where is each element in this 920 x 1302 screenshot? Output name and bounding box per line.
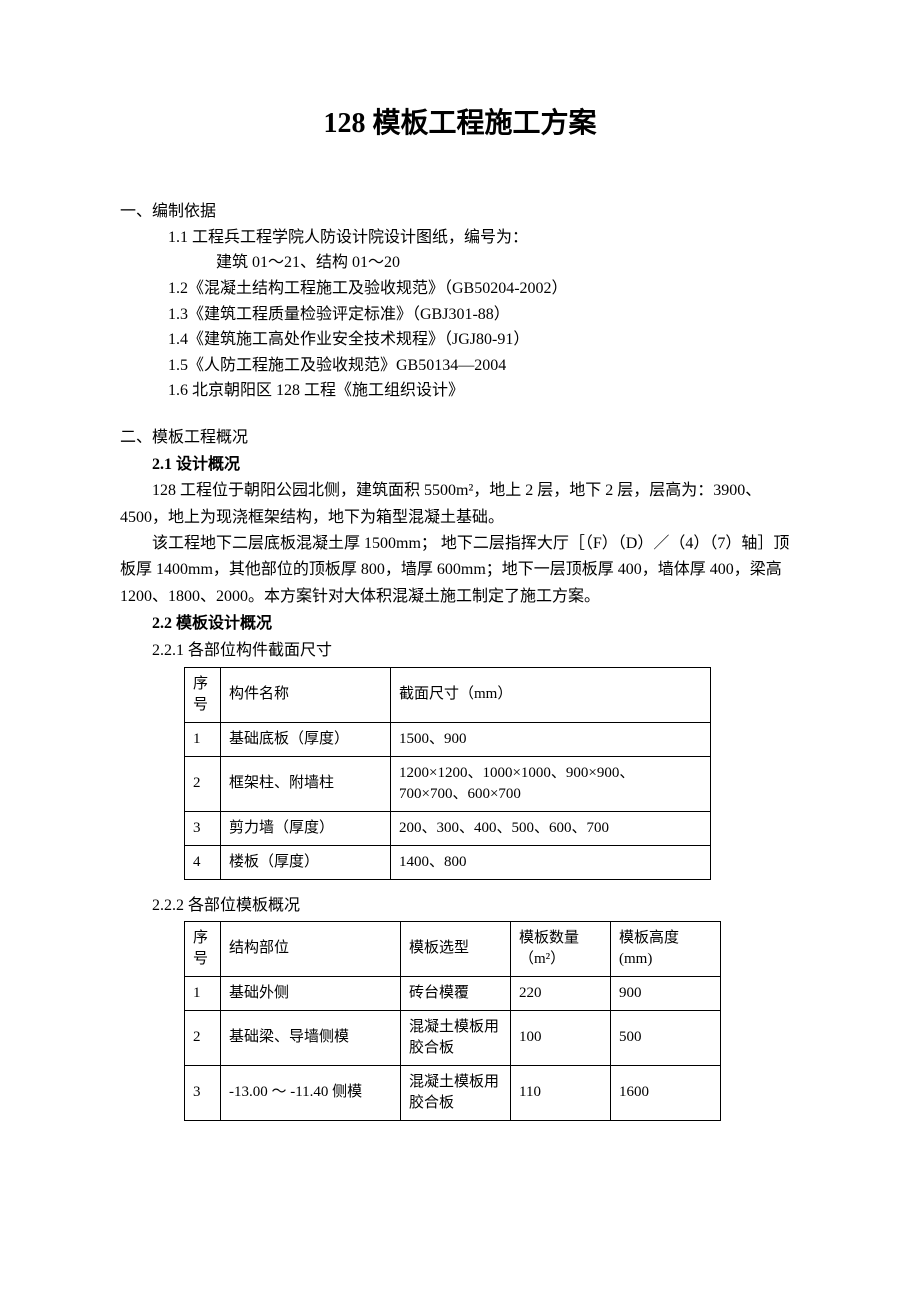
table-row: 3 -13.00 ～ -11.40 侧模 混凝土模板用胶合板 110 1600: [185, 1065, 721, 1120]
table-header: 模板数量（m²）: [511, 921, 611, 976]
list-item: 1.3《建筑工程质量检验评定标准》（GBJ301-88）: [168, 302, 800, 328]
table-header: 构件名称: [221, 667, 391, 722]
sub21-heading: 2.1 设计概况: [152, 451, 800, 478]
document-title: 128 模板工程施工方案: [120, 100, 800, 148]
sub21-para1: 128 工程位于朝阳公园北侧，建筑面积 5500m²，地上 2 层，地下 2 层…: [120, 478, 800, 531]
list-item: 1.6 北京朝阳区 128 工程《施工组织设计》: [168, 378, 800, 404]
list-item: 1.4《建筑施工高处作业安全技术规程》（JGJ80-91）: [168, 327, 800, 353]
table-cell: 1: [185, 722, 221, 756]
table-cell: 1200×1200、1000×1000、900×900、700×700、600×…: [391, 756, 711, 811]
table-cell: 混凝土模板用胶合板: [401, 1065, 511, 1120]
table-cell: -13.00 ～ -11.40 侧模: [221, 1065, 401, 1120]
table-cell: 200、300、400、500、600、700: [391, 811, 711, 845]
list-item-sub: 建筑 01～21、结构 01～20: [216, 250, 800, 276]
sub21-para2: 该工程地下二层底板混凝土厚 1500mm； 地下二层指挥大厅［（F）（D）／（4…: [120, 531, 800, 610]
table-cell: 1500、900: [391, 722, 711, 756]
table-cell: 2: [185, 756, 221, 811]
table-cell: 3: [185, 811, 221, 845]
table-cell: 框架柱、附墙柱: [221, 756, 391, 811]
table-cell: 1400、800: [391, 845, 711, 879]
table-cell: 剪力墙（厚度）: [221, 811, 391, 845]
table-row: 2 框架柱、附墙柱 1200×1200、1000×1000、900×900、70…: [185, 756, 711, 811]
table-cell: 900: [611, 976, 721, 1010]
table-cell: 楼板（厚度）: [221, 845, 391, 879]
section2-heading: 二、模板工程概况: [120, 424, 800, 451]
table-cell: 基础梁、导墙侧模: [221, 1010, 401, 1065]
table-row: 4 楼板（厚度） 1400、800: [185, 845, 711, 879]
list-item: 1.5《人防工程施工及验收规范》GB50134—2004: [168, 353, 800, 379]
list-item: 1.1 工程兵工程学院人防设计院设计图纸，编号为：: [168, 225, 800, 251]
table-header-row: 序号 结构部位 模板选型 模板数量（m²） 模板高度(mm): [185, 921, 721, 976]
section1-heading: 一、编制依据: [120, 198, 800, 225]
table-components: 序号 构件名称 截面尺寸（mm） 1 基础底板（厚度） 1500、900 2 框…: [184, 667, 711, 880]
table-header: 模板选型: [401, 921, 511, 976]
table-row: 1 基础外侧 砖台模覆 220 900: [185, 976, 721, 1010]
table-header: 截面尺寸（mm）: [391, 667, 711, 722]
table-cell: 1600: [611, 1065, 721, 1120]
table-header-row: 序号 构件名称 截面尺寸（mm）: [185, 667, 711, 722]
section1-list: 1.1 工程兵工程学院人防设计院设计图纸，编号为： 建筑 01～21、结构 01…: [168, 225, 800, 404]
table-cell: 1: [185, 976, 221, 1010]
table-cell: 砖台模覆: [401, 976, 511, 1010]
table-cell: 500: [611, 1010, 721, 1065]
table-row: 1 基础底板（厚度） 1500、900: [185, 722, 711, 756]
table-cell: 110: [511, 1065, 611, 1120]
table-cell: 基础底板（厚度）: [221, 722, 391, 756]
table-header: 模板高度(mm): [611, 921, 721, 976]
list-item: 1.2《混凝土结构工程施工及验收规范》（GB50204-2002）: [168, 276, 800, 302]
sub221-heading: 2.2.1 各部位构件截面尺寸: [152, 637, 800, 664]
table-cell: 2: [185, 1010, 221, 1065]
table-cell: 100: [511, 1010, 611, 1065]
table-header: 序号: [185, 667, 221, 722]
table-cell: 混凝土模板用胶合板: [401, 1010, 511, 1065]
table-cell: 4: [185, 845, 221, 879]
table-header: 序号: [185, 921, 221, 976]
table-cell: 220: [511, 976, 611, 1010]
table-row: 3 剪力墙（厚度） 200、300、400、500、600、700: [185, 811, 711, 845]
table-formwork: 序号 结构部位 模板选型 模板数量（m²） 模板高度(mm) 1 基础外侧 砖台…: [184, 921, 721, 1121]
table-row: 2 基础梁、导墙侧模 混凝土模板用胶合板 100 500: [185, 1010, 721, 1065]
table-cell: 3: [185, 1065, 221, 1120]
sub222-heading: 2.2.2 各部位模板概况: [152, 892, 800, 919]
table-cell: 基础外侧: [221, 976, 401, 1010]
table-header: 结构部位: [221, 921, 401, 976]
sub22-heading: 2.2 模板设计概况: [152, 610, 800, 637]
